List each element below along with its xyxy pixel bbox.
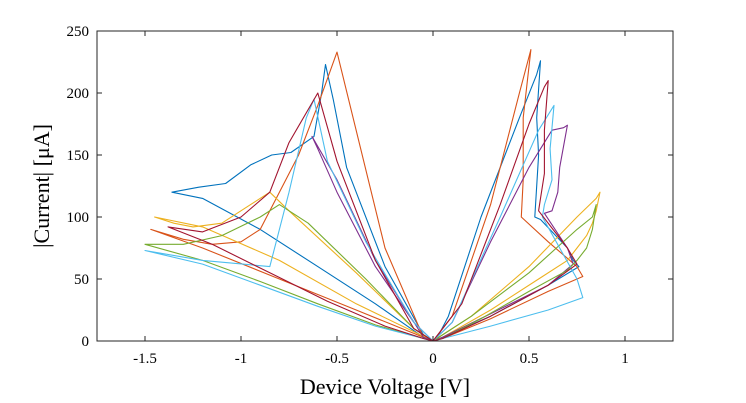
x-tick-label: 1 [621, 351, 629, 367]
plot-frame [96, 30, 674, 342]
y-tick-label: 200 [67, 86, 90, 102]
y-tick-label: 250 [67, 24, 90, 40]
x-tick-label: 0.5 [520, 351, 539, 367]
x-tick-label: 0 [429, 351, 437, 367]
y-tick-label: 0 [82, 334, 90, 350]
x-axis-label: Device Voltage [V] [300, 374, 470, 399]
y-tick-label: 100 [67, 210, 90, 226]
x-tick-label: -0.5 [325, 351, 349, 367]
x-tick-label: -1 [235, 351, 248, 367]
x-tick-label: -1.5 [133, 351, 157, 367]
y-axis-label: |Current| [μA] [29, 124, 54, 248]
ticks-layer: -1.5 -1 -0.5 0 0.5 1 0 50 100 150 200 250 [67, 24, 673, 367]
y-tick-label: 50 [74, 272, 89, 288]
series-line-sweep-6 [144, 98, 584, 342]
y-tick-label: 150 [67, 148, 90, 164]
series-line-sweep-4 [311, 124, 574, 342]
